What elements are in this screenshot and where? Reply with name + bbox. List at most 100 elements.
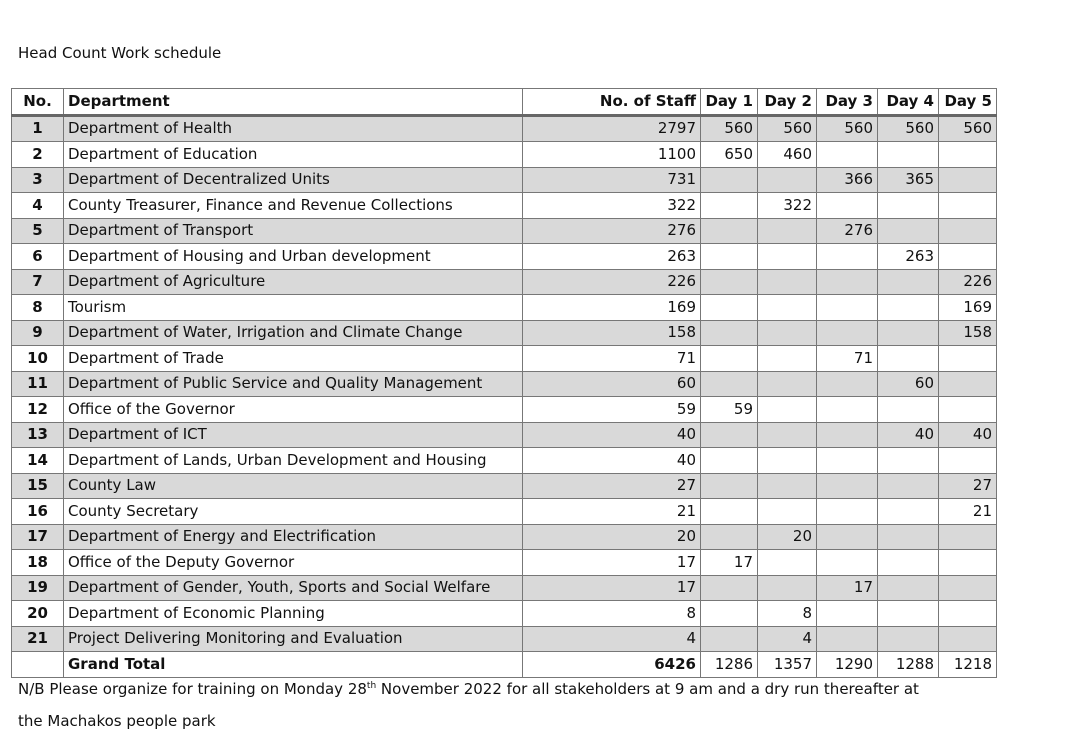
table-cell (700, 574, 758, 601)
table-cell (700, 421, 758, 448)
table-cell (757, 319, 817, 346)
table-row: 19 Department of Gender, Youth, Sports an… (11, 574, 997, 601)
header-cell: Day 5 (938, 88, 997, 117)
table-cell: 460 (757, 141, 817, 168)
table-row: 20 Department of Economic Planning 8 8 (11, 600, 997, 627)
table-cell: 13 (11, 421, 64, 448)
table-row: 21 Project Delivering Monitoring and Eval… (11, 625, 997, 652)
table-cell (938, 523, 997, 550)
table-cell: Department of Trade (63, 345, 523, 372)
table-row: 18 Office of the Deputy Governor 17 17 (11, 549, 997, 576)
table-cell: 17 (700, 549, 758, 576)
table-cell (757, 243, 817, 270)
table-row: 8 Tourism 169 169 (11, 294, 997, 321)
table-cell: Department of ICT (63, 421, 523, 448)
table-cell (877, 523, 939, 550)
table-cell: Department of Education (63, 141, 523, 168)
table-cell: 27 (938, 472, 997, 499)
table-cell (877, 549, 939, 576)
table-row: 6 Department of Housing and Urban develop… (11, 243, 997, 270)
table-cell: 1 (11, 114, 64, 142)
table-row: 17 Department of Energy and Electrificati… (11, 523, 997, 550)
header-cell: Department (63, 88, 523, 117)
table-cell (700, 498, 758, 525)
table-cell (700, 472, 758, 499)
table-cell: 40 (522, 421, 701, 448)
table-cell: Department of Economic Planning (63, 600, 523, 627)
table-cell (816, 396, 878, 423)
table-row: 10 Department of Trade 71 71 (11, 345, 997, 372)
table-cell (938, 600, 997, 627)
table-row: 11 Department of Public Service and Quali… (11, 370, 997, 397)
table-cell (700, 192, 758, 219)
table-row: 14 Department of Lands, Urban Development… (11, 447, 997, 474)
table-cell: 40 (877, 421, 939, 448)
table-row: 4 County Treasurer, Finance and Revenue C… (11, 192, 997, 219)
table-cell (700, 294, 758, 321)
table-cell: 6426 (522, 651, 701, 678)
table-cell: 263 (522, 243, 701, 270)
table-cell: 560 (757, 114, 817, 142)
table-cell (816, 192, 878, 219)
table-cell (757, 294, 817, 321)
table-cell (700, 217, 758, 244)
table-cell: 20 (11, 600, 64, 627)
table-cell (700, 166, 758, 193)
table-cell (700, 370, 758, 397)
table-cell: 59 (700, 396, 758, 423)
table-cell: 59 (522, 396, 701, 423)
table-cell: 17 (522, 549, 701, 576)
table-row: 2 Department of Education 1100 650 460 (11, 141, 997, 168)
table-cell (877, 217, 939, 244)
table-cell (877, 345, 939, 372)
table-row: 3 Department of Decentralized Units 731 366… (11, 166, 997, 193)
table-cell: 731 (522, 166, 701, 193)
table-cell (816, 600, 878, 627)
table-cell (757, 396, 817, 423)
table-row: 7 Department of Agriculture 226 226 (11, 268, 997, 295)
table-cell (816, 447, 878, 474)
table-cell: 20 (757, 523, 817, 550)
table-cell: 1288 (877, 651, 939, 678)
table-cell: 365 (877, 166, 939, 193)
table-cell (816, 243, 878, 270)
table-cell: 366 (816, 166, 878, 193)
table-cell (757, 447, 817, 474)
table-cell: 27 (522, 472, 701, 499)
table-cell: 158 (938, 319, 997, 346)
table-row: 1 Department of Health 2797 560 560 560 560 560 (11, 114, 997, 142)
table-cell: 10 (11, 345, 64, 372)
note-text: November 2022 for all stakeholders at 9 … (376, 680, 919, 698)
table-cell: 1357 (757, 651, 817, 678)
table-body: 1 Department of Health 2797 560 560 560 560 560… (11, 114, 997, 678)
table-row: 15 County Law 27 27 (11, 472, 997, 499)
table-cell (816, 268, 878, 295)
table-cell (877, 600, 939, 627)
table-cell: 1290 (816, 651, 878, 678)
table-cell (757, 268, 817, 295)
note-superscript: th (366, 681, 377, 691)
table-cell (938, 192, 997, 219)
header-row: No. Department No. of Staff Day 1 Day 2 Day 3… (11, 88, 997, 117)
table-row: 12 Office of the Governor 59 59 (11, 396, 997, 423)
table-cell: Department of Lands, Urban Development a… (63, 447, 523, 474)
table-cell (757, 498, 817, 525)
header-cell: Day 2 (757, 88, 817, 117)
table-cell: 276 (522, 217, 701, 244)
table-cell: Department of Agriculture (63, 268, 523, 295)
table-cell (877, 141, 939, 168)
table-cell (700, 268, 758, 295)
table-cell: 322 (522, 192, 701, 219)
header-cell: Day 4 (877, 88, 939, 117)
table-cell: 71 (816, 345, 878, 372)
table-cell: 263 (877, 243, 939, 270)
table-cell: 226 (938, 268, 997, 295)
table-cell: County Secretary (63, 498, 523, 525)
table-cell (938, 243, 997, 270)
table-cell (877, 268, 939, 295)
total-row: Grand Total 6426 1286 1357 1290 1288 1218 (11, 651, 997, 678)
table-cell: 4 (757, 625, 817, 652)
table-cell (700, 345, 758, 372)
table-cell: 21 (938, 498, 997, 525)
